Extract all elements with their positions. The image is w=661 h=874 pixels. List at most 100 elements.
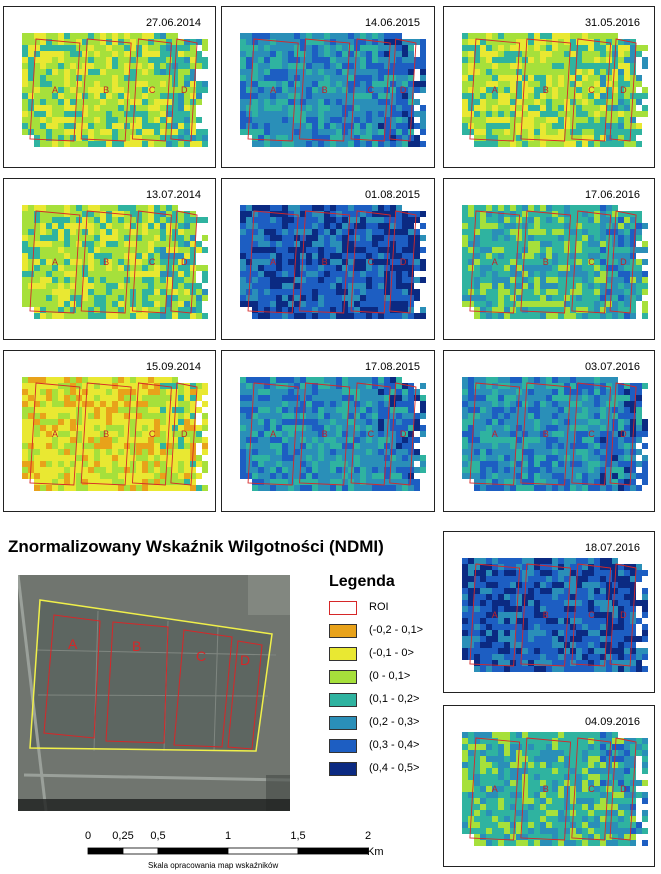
ndmi-map-panel: A B C D 01.08.2015	[221, 178, 435, 340]
ndmi-map-panel: A B C D 03.07.2016	[443, 350, 655, 512]
scale-tick-label: 0,25	[112, 830, 134, 842]
roi-outline	[247, 38, 299, 142]
roi-label: A	[492, 257, 498, 267]
legend-swatch	[329, 693, 357, 707]
roi-label: B	[543, 257, 549, 267]
roi-label: A	[52, 257, 58, 267]
field-boundary	[29, 599, 273, 752]
legend-label: (-0,2 - 0,1>	[369, 624, 424, 636]
scale-tick-label: 0	[84, 830, 92, 842]
legend-label: ROI	[369, 601, 389, 613]
roi-label: D	[181, 429, 188, 439]
roi-label: A	[492, 85, 498, 95]
roi-label: B	[103, 85, 109, 95]
scale-segment	[87, 847, 124, 855]
roi-outline	[131, 382, 172, 486]
legend-swatch	[329, 762, 357, 776]
roi-outline	[609, 563, 637, 667]
ndmi-raster: A B C D	[22, 377, 208, 491]
ndmi-raster: A B C D	[462, 205, 648, 319]
ndmi-raster: A B C D	[240, 33, 426, 147]
panel-date: 13.07.2014	[145, 189, 201, 201]
roi-a	[43, 614, 101, 739]
satellite-image: A B C D	[16, 574, 291, 812]
roi-outline	[389, 382, 417, 486]
ndmi-map-panel: A B C D 15.09.2014	[3, 350, 216, 512]
roi-outline	[247, 382, 299, 486]
roi-b	[105, 621, 169, 744]
roi-outline	[469, 210, 521, 314]
roi-outline	[170, 382, 198, 486]
roi-outline	[609, 210, 637, 314]
sat-label-c: C	[196, 648, 206, 664]
roi-outline	[520, 210, 572, 314]
ndmi-map-panel: A B C D 27.06.2014	[3, 6, 216, 168]
legend-label: (0,4 - 0,5>	[369, 762, 420, 774]
roi-label: A	[492, 429, 498, 439]
roi-label: C	[588, 257, 595, 267]
roi-label: A	[52, 429, 58, 439]
roi-label: C	[149, 257, 156, 267]
roi-label: D	[400, 85, 407, 95]
roi-label: B	[103, 257, 109, 267]
ndmi-raster: A B C D	[462, 377, 648, 491]
legend-label: (0 - 0,1>	[369, 670, 411, 682]
panel-date: 17.08.2015	[364, 361, 420, 373]
roi-label: D	[400, 257, 407, 267]
roi-outline	[350, 382, 391, 486]
roi-outline	[609, 38, 637, 142]
scale-bar: 0 0,25 0,5 1 1,5 2	[84, 830, 384, 874]
roi-label: D	[620, 85, 627, 95]
roi-outline	[571, 210, 612, 314]
roi-label: C	[368, 85, 375, 95]
roi-label: A	[52, 85, 58, 95]
ndmi-map-panel: A B C D 17.06.2016	[443, 178, 655, 340]
roi-outline	[29, 210, 81, 314]
scale-segment	[122, 847, 159, 855]
ndmi-raster: A B C D	[240, 377, 426, 491]
ndmi-raster: A B C D	[462, 558, 648, 672]
scale-tick-label: 1	[224, 830, 232, 842]
panel-date: 14.06.2015	[364, 17, 420, 29]
roi-outline	[571, 382, 612, 486]
roi-outline	[469, 38, 521, 142]
legend-swatch	[329, 601, 357, 615]
roi-outline	[299, 210, 351, 314]
panel-date: 18.07.2016	[584, 542, 640, 554]
roi-outline	[80, 382, 132, 486]
ndmi-map-panel: A B C D 13.07.2014	[3, 178, 216, 340]
panel-date: 27.06.2014	[145, 17, 201, 29]
ndmi-map-panel: A B C D 17.08.2015	[221, 350, 435, 512]
roi-label: A	[270, 257, 276, 267]
roi-outline	[520, 563, 572, 667]
roi-label: C	[588, 610, 595, 620]
legend-label: (0,2 - 0,3>	[369, 716, 420, 728]
panel-date: 04.09.2016	[584, 716, 640, 728]
roi-label: B	[543, 784, 549, 794]
roi-label: B	[543, 610, 549, 620]
panel-date: 03.07.2016	[584, 361, 640, 373]
roi-outline	[170, 210, 198, 314]
roi-label: C	[588, 784, 595, 794]
ndmi-map-panel: A B C D 18.07.2016	[443, 531, 655, 693]
roi-c	[173, 629, 233, 748]
roi-outline	[609, 382, 637, 486]
roi-label: D	[620, 784, 627, 794]
panel-date: 17.06.2016	[584, 189, 640, 201]
scale-tick-label: 0,5	[150, 830, 166, 842]
scale-segment	[157, 847, 229, 855]
roi-label: B	[543, 429, 549, 439]
ndmi-raster: A B C D	[462, 33, 648, 147]
roi-outline	[520, 38, 572, 142]
roi-outline	[80, 210, 132, 314]
legend-label: (0,3 - 0,4>	[369, 739, 420, 751]
ndmi-map-panel: A B C D 14.06.2015	[221, 6, 435, 168]
roi-label: D	[620, 429, 627, 439]
scale-segment	[227, 847, 299, 855]
roi-outline	[170, 38, 198, 142]
scale-caption: Skala opracowania map wskaźników	[148, 861, 279, 870]
scale-unit: Km	[367, 846, 384, 858]
legend-title: Legenda	[329, 573, 395, 590]
scale-segments	[87, 847, 369, 855]
roi-outline	[571, 563, 612, 667]
